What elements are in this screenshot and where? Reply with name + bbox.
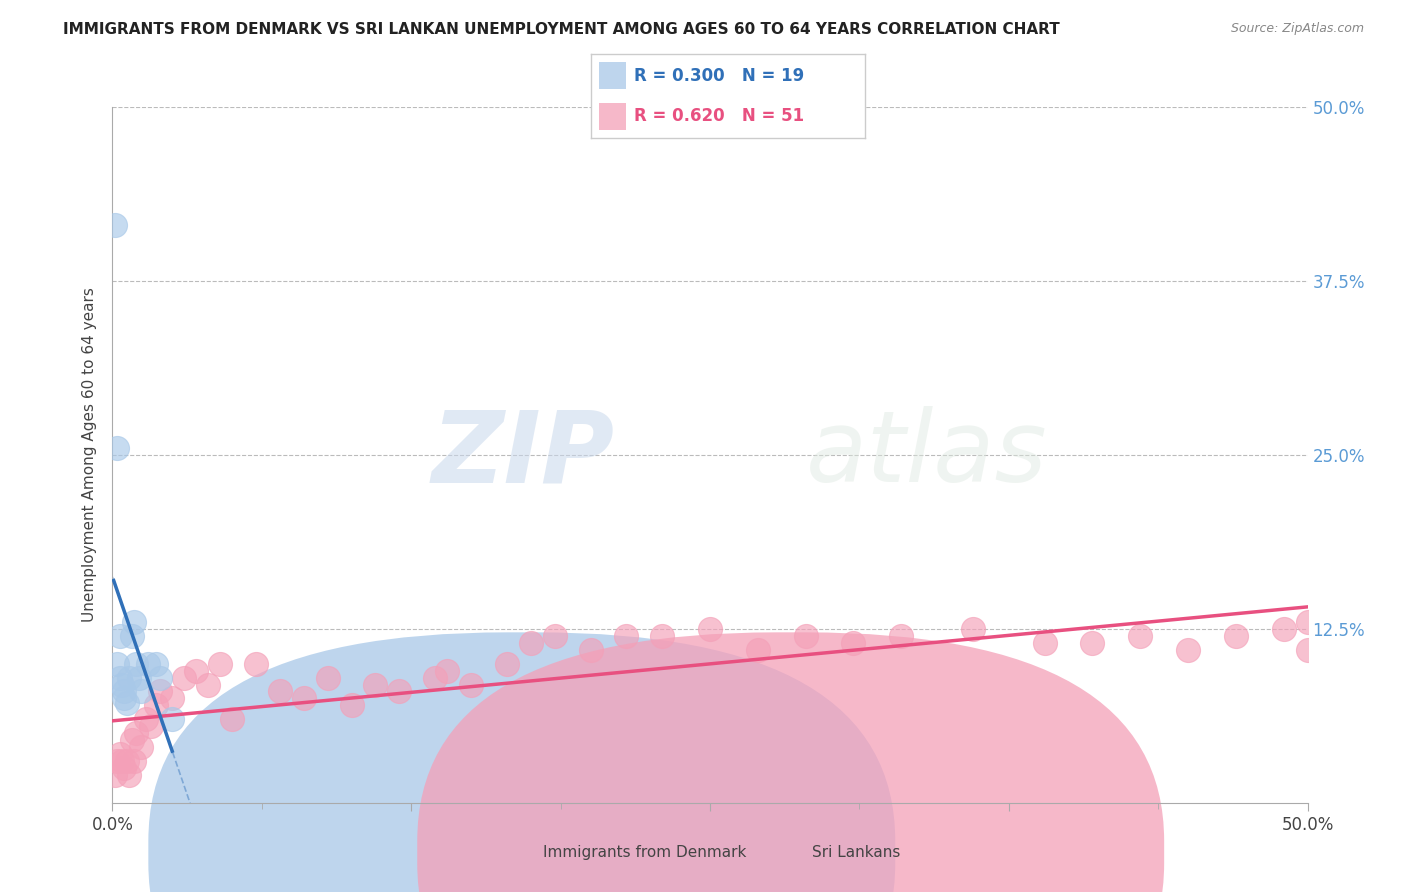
Text: ZIP: ZIP <box>432 407 614 503</box>
Point <box>108 747 131 761</box>
Point <box>145 657 167 671</box>
Point <box>1296 642 1319 657</box>
Point <box>651 629 673 643</box>
Point <box>699 622 721 636</box>
FancyBboxPatch shape <box>149 632 896 892</box>
Text: R = 0.620   N = 51: R = 0.620 N = 51 <box>634 107 804 125</box>
Point <box>543 629 565 643</box>
Point <box>364 677 387 691</box>
Point <box>436 664 458 678</box>
Point <box>1033 636 1056 650</box>
Point <box>114 761 135 775</box>
Point <box>111 677 134 691</box>
Point <box>104 768 127 782</box>
Text: IMMIGRANTS FROM DENMARK VS SRI LANKAN UNEMPLOYMENT AMONG AGES 60 TO 64 YEARS COR: IMMIGRANTS FROM DENMARK VS SRI LANKAN UN… <box>63 22 1060 37</box>
Point <box>186 664 208 678</box>
Point <box>108 629 131 643</box>
Point <box>460 677 482 691</box>
Point <box>962 622 984 636</box>
Point <box>1296 615 1319 629</box>
Point <box>388 684 411 698</box>
Point <box>121 629 143 643</box>
Point <box>135 712 157 726</box>
Point <box>129 740 152 755</box>
Point <box>105 441 128 455</box>
Point <box>579 642 602 657</box>
Point <box>125 726 148 740</box>
Point <box>292 691 315 706</box>
Point <box>245 657 267 671</box>
Point <box>340 698 363 713</box>
Point <box>118 671 141 685</box>
Point <box>842 636 865 650</box>
Point <box>149 671 172 685</box>
Point <box>125 657 148 671</box>
Point <box>108 671 131 685</box>
Point <box>1272 622 1295 636</box>
Point <box>1129 629 1152 643</box>
Point <box>105 754 128 768</box>
Text: R = 0.300   N = 19: R = 0.300 N = 19 <box>634 67 804 85</box>
Point <box>121 733 143 747</box>
Point <box>316 671 339 685</box>
Point <box>1225 629 1247 643</box>
Point <box>520 636 543 650</box>
Text: Source: ZipAtlas.com: Source: ZipAtlas.com <box>1230 22 1364 36</box>
Point <box>138 657 160 671</box>
Point <box>425 671 447 685</box>
Point <box>118 768 141 782</box>
Point <box>162 691 183 706</box>
Point <box>221 712 243 726</box>
Point <box>114 684 135 698</box>
Text: Immigrants from Denmark: Immigrants from Denmark <box>543 845 747 860</box>
Point <box>111 754 134 768</box>
Point <box>129 684 152 698</box>
Point <box>122 615 145 629</box>
Point <box>162 712 183 726</box>
Point <box>209 657 232 671</box>
Point <box>269 684 291 698</box>
Point <box>115 754 138 768</box>
Bar <box>599 62 626 89</box>
Text: Sri Lankans: Sri Lankans <box>811 845 900 860</box>
Point <box>197 677 219 691</box>
Point <box>616 629 638 643</box>
Point <box>115 696 138 710</box>
Point <box>794 629 817 643</box>
Text: atlas: atlas <box>806 407 1047 503</box>
Point <box>496 657 519 671</box>
Point <box>104 219 127 233</box>
Point <box>173 671 195 685</box>
Point <box>149 684 172 698</box>
Point <box>114 691 135 706</box>
Point <box>139 719 162 733</box>
FancyBboxPatch shape <box>418 632 1164 892</box>
Point <box>1177 642 1199 657</box>
Bar <box>599 103 626 130</box>
Point <box>747 642 769 657</box>
Point <box>105 657 128 671</box>
Point <box>890 629 912 643</box>
Point <box>1081 636 1104 650</box>
Point <box>122 754 145 768</box>
Point <box>128 671 150 685</box>
Y-axis label: Unemployment Among Ages 60 to 64 years: Unemployment Among Ages 60 to 64 years <box>82 287 97 623</box>
Point <box>145 698 167 713</box>
